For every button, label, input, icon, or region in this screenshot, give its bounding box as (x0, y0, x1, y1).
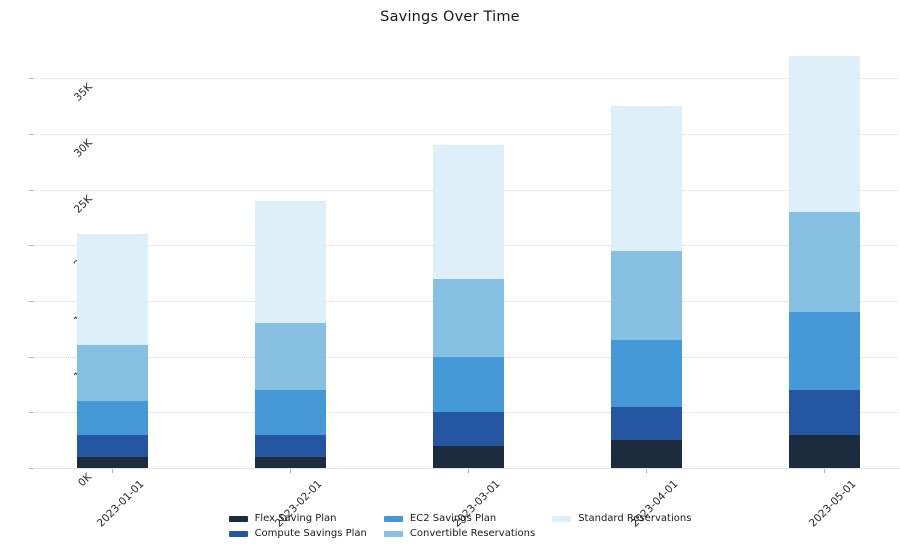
y-tick-label: 30K (71, 136, 95, 160)
legend-item: Convertible Reservations (383, 528, 536, 539)
legend: Flex Saving Plan Compute Savings Plan EC2 … (30, 513, 890, 539)
legend-swatch-icon (552, 515, 572, 522)
bar-segment (788, 434, 860, 468)
legend-swatch-icon (228, 515, 248, 522)
legend-label: Flex Saving Plan (254, 513, 337, 524)
x-axis-tick (824, 469, 825, 473)
bar-segment (432, 445, 504, 468)
legend-item: Flex Saving Plan (228, 513, 367, 524)
bar-segment (432, 356, 504, 413)
bar-segment (432, 278, 504, 357)
bar-segment (788, 211, 860, 313)
x-axis-tick (290, 469, 291, 473)
bar-segment (254, 434, 326, 457)
legend-label: Compute Savings Plan (254, 528, 367, 539)
y-tick-label: 0K (76, 471, 95, 490)
bar-segment (432, 144, 504, 279)
x-axis-tick (468, 469, 469, 473)
y-axis-tick (29, 300, 33, 302)
bar-segment (610, 440, 682, 468)
legend-swatch-icon (228, 530, 248, 537)
bar-segment (76, 234, 148, 346)
legend-item: Compute Savings Plan (228, 528, 367, 539)
bar-segment (610, 105, 682, 251)
bar-segment (254, 390, 326, 435)
y-axis-tick (29, 78, 33, 80)
bar-segment (610, 406, 682, 441)
y-axis-tick (29, 356, 33, 358)
y-axis-tick (29, 412, 33, 414)
bar-segment (254, 200, 326, 324)
bar-segment (788, 312, 860, 390)
legend-column: Standard Reservations (552, 513, 691, 524)
x-axis-line (33, 468, 900, 469)
bar-segment (610, 250, 682, 340)
y-axis-tick (29, 133, 33, 135)
legend-label: EC2 Savings Plan (409, 513, 497, 524)
y-axis-tick (29, 245, 33, 247)
legend-column: Flex Saving Plan Compute Savings Plan (228, 513, 367, 539)
bar-segment (76, 456, 148, 468)
x-axis-tick (112, 469, 113, 473)
y-axis-tick (29, 189, 33, 191)
chart-title: Savings Over Time (380, 9, 520, 25)
bar-segment (610, 339, 682, 407)
legend-label: Convertible Reservations (409, 528, 536, 539)
legend-column: EC2 Savings Plan Convertible Reservations (383, 513, 536, 539)
bar-segment (76, 345, 148, 402)
grid-line (33, 133, 897, 135)
legend-swatch-icon (383, 515, 403, 522)
legend-item: Standard Reservations (552, 513, 691, 524)
legend-item: EC2 Savings Plan (383, 513, 535, 524)
bar-segment (254, 323, 326, 390)
bar-segment (788, 55, 860, 212)
y-tick-label: 25K (71, 192, 95, 216)
bar-segment (432, 412, 504, 446)
bar-segment (788, 390, 860, 435)
legend-swatch-icon (383, 530, 403, 537)
bar-segment (76, 401, 148, 435)
bar-segment (76, 434, 148, 457)
legend-label: Standard Reservations (578, 513, 692, 524)
y-tick-label: 35K (71, 81, 95, 104)
bar-segment (254, 456, 326, 468)
y-axis-tick (29, 468, 33, 469)
grid-line (33, 78, 897, 80)
x-axis-tick (646, 469, 647, 473)
